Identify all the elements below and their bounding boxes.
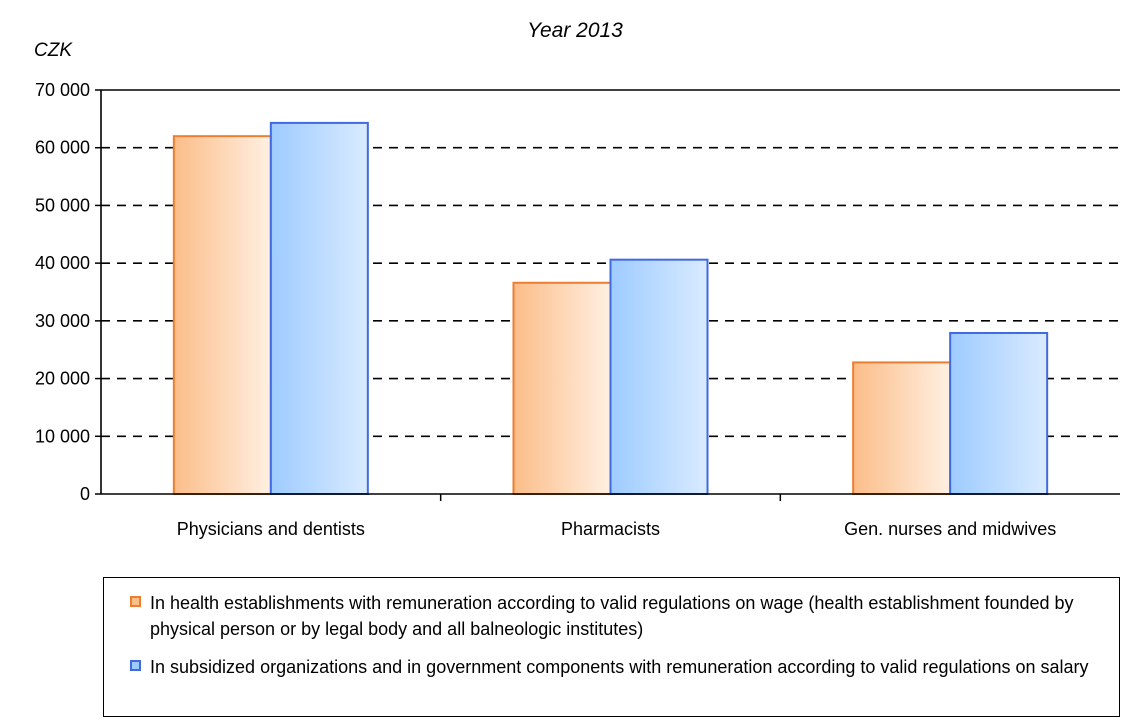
bar-wage-1 [172,135,272,496]
legend-label-salary: In subsidized organizations and in gover… [150,657,1089,677]
bar-salary-3 [949,331,1049,495]
legend-label-wage: In health establishments with remunerati… [150,593,1074,639]
bar-wage-3 [852,361,952,496]
y-tick-label: 70 000 [35,80,90,100]
bars [172,121,1049,496]
y-tick-label: 0 [80,484,90,504]
legend: In health establishments with remunerati… [103,577,1120,717]
y-tick-label: 20 000 [35,369,90,389]
y-tick-label: 60 000 [35,138,90,158]
axes [95,89,1120,501]
legend-item-wage: In health establishments with remunerati… [130,590,1099,642]
bar-salary-2 [609,258,709,495]
x-tick-label: Pharmacists [561,519,660,539]
y-axis-unit-label: CZK [34,40,73,61]
axis-labels: 0 10 000 20 000 30 000 40 000 50 000 60 000 70 … [35,80,1056,539]
chart-title: Year 2013 [527,19,623,42]
x-tick-label: Physicians and dentists [177,519,365,539]
bar-salary-1 [269,121,369,495]
x-tick-label: Gen. nurses and midwives [844,519,1056,539]
y-tick-label: 50 000 [35,195,90,215]
y-tick-label: 30 000 [35,311,90,331]
y-tick-label: 40 000 [35,253,90,273]
legend-item-salary: In subsidized organizations and in gover… [130,654,1099,680]
legend-swatch-orange [130,596,141,607]
legend-swatch-blue [130,660,141,671]
bar-wage-2 [512,281,612,495]
y-tick-label: 10 000 [35,426,90,446]
